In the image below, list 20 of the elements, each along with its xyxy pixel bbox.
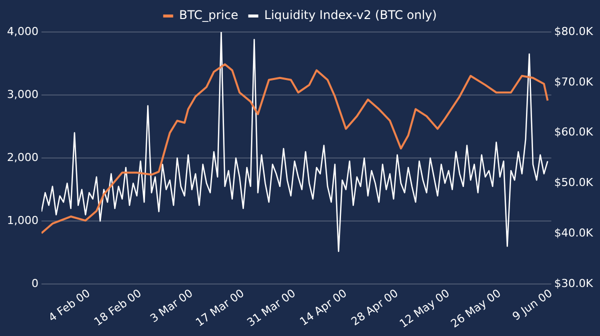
legend-label: Liquidity Index-v2 (BTC only) [264, 8, 437, 22]
x-tick-label: 18 Feb 00 [92, 286, 144, 329]
x-tick-label: 9 Jun 00 [510, 286, 555, 324]
x-tick-label: 14 Apr 00 [298, 286, 350, 328]
y2-tick-label: $50.0K [554, 176, 594, 190]
y2-tick-label: $60.0K [554, 126, 594, 139]
y2-tick-label: $40.0K [554, 226, 594, 240]
x-tick-label: 31 Mar 00 [244, 286, 298, 330]
y-tick-label: 3,000 [6, 88, 38, 101]
legend-label: BTC_price [179, 8, 238, 22]
x-tick-label: 4 Feb 00 [46, 286, 93, 325]
y-tick-label: 4,000 [6, 24, 38, 38]
y2-tick-label: $70.0K [554, 75, 594, 88]
x-tick-label: 17 Mar 00 [193, 286, 247, 330]
y2-tick-label: $80.0K [554, 24, 594, 38]
y-tick-label: 1,000 [6, 214, 38, 227]
y2-tick-label: $30.0K [554, 276, 594, 290]
x-tick-label: 3 Mar 00 [148, 286, 196, 326]
y-tick-label: 0 [31, 276, 38, 290]
y-tick-label: 2,000 [6, 150, 38, 164]
